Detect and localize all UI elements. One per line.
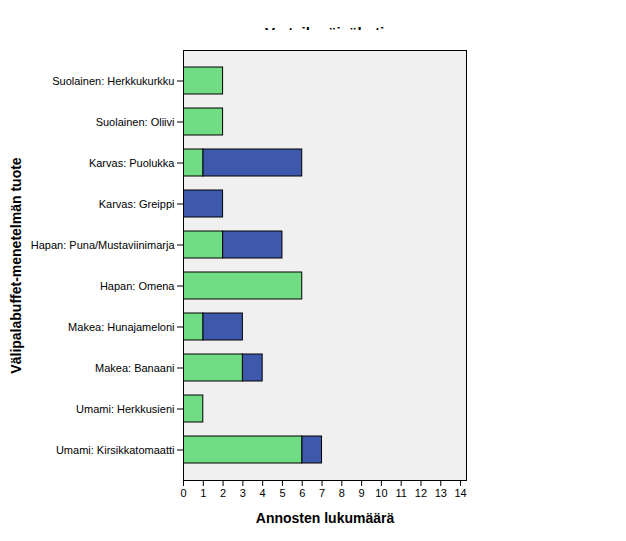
svg-text:11: 11 bbox=[395, 487, 406, 499]
html-text:Vertailupäiväkoti: Vertailupäiväkoti bbox=[264, 24, 385, 41]
svg-text:2: 2 bbox=[220, 487, 226, 499]
html-text:Valitut ja syödyt annokset: Valitut ja syödyt annokset bbox=[490, 69, 609, 81]
svg-text:12: 12 bbox=[415, 487, 427, 499]
svg-text:Makea: Hunajameloni: Makea: Hunajameloni bbox=[68, 321, 174, 333]
svg-text:Suolainen: Herkkukurkku: Suolainen: Herkkukurkku bbox=[52, 75, 174, 87]
svg-text:1: 1 bbox=[200, 487, 206, 499]
svg-text:Umami: Kirsikkatomaatti: Umami: Kirsikkatomaatti bbox=[56, 444, 175, 456]
svg-text:6: 6 bbox=[299, 487, 305, 499]
svg-text:13: 13 bbox=[435, 487, 447, 499]
svg-text:10: 10 bbox=[375, 487, 387, 499]
svg-text:9: 9 bbox=[359, 487, 365, 499]
svg-text:14: 14 bbox=[454, 487, 466, 499]
svg-text:Välipalabuffet-menetelmän tuot: Välipalabuffet-menetelmän tuote bbox=[8, 157, 24, 373]
svg-text:Umami: Herkkusieni: Umami: Herkkusieni bbox=[76, 403, 174, 415]
svg-text:Hapan: Omena: Hapan: Omena bbox=[100, 280, 175, 292]
svg-text:8: 8 bbox=[339, 487, 345, 499]
svg-text:Hapan: Puna/Mustaviinimarja: Hapan: Puna/Mustaviinimarja bbox=[31, 239, 176, 251]
svg-text:Annosten lukumäärä: Annosten lukumäärä bbox=[256, 510, 395, 526]
svg-text:7: 7 bbox=[319, 487, 325, 499]
svg-text:Karvas: Greippi: Karvas: Greippi bbox=[99, 198, 175, 210]
svg-text:5: 5 bbox=[279, 487, 285, 499]
svg-text:0: 0 bbox=[180, 487, 186, 499]
svg-text:4: 4 bbox=[260, 487, 266, 499]
html-text:Syömättä jätetyt annokset: Syömättä jätetyt annokset bbox=[490, 56, 611, 68]
svg-text:Makea: Banaani: Makea: Banaani bbox=[95, 362, 175, 374]
svg-text:Suolainen: Oliivi: Suolainen: Oliivi bbox=[96, 116, 175, 128]
svg-text:3: 3 bbox=[240, 487, 246, 499]
svg-text:Karvas: Puolukka: Karvas: Puolukka bbox=[89, 157, 175, 169]
